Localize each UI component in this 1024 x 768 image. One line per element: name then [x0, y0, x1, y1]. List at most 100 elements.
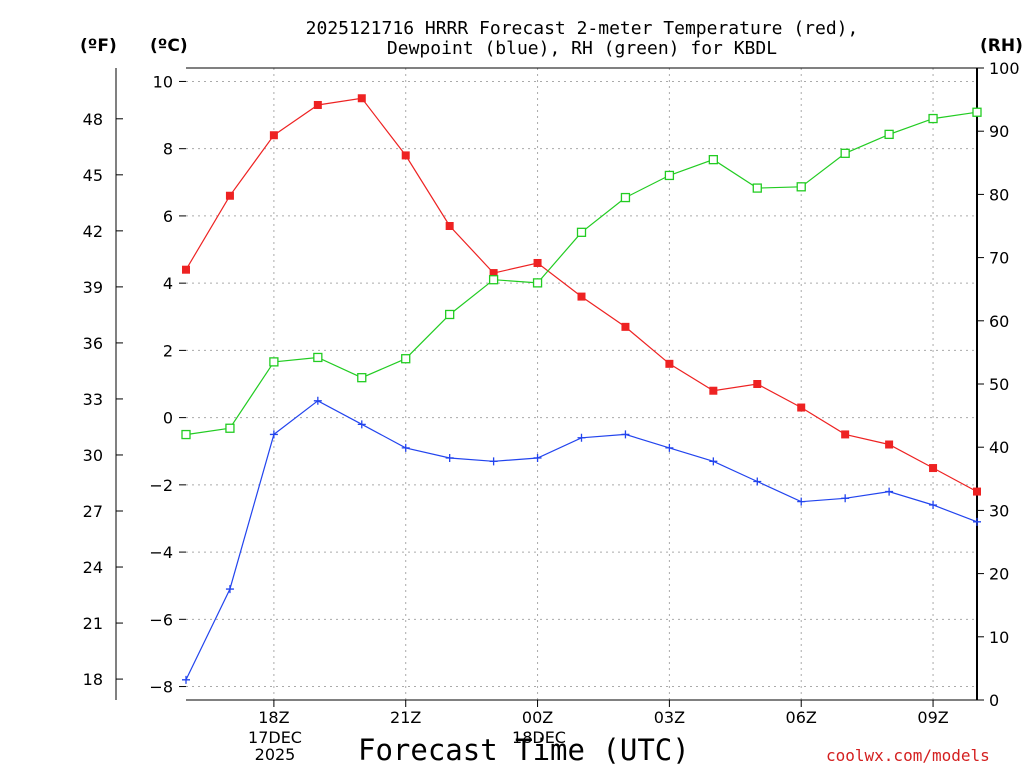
- temperature-point: [269, 131, 278, 140]
- temperature-point: [182, 265, 190, 274]
- x-tick-label: 03Z: [654, 708, 685, 727]
- fahrenheit-tick-label: 18: [83, 670, 103, 689]
- fahrenheit-tick-label: 33: [83, 390, 103, 409]
- dewpoint-point: [577, 433, 586, 442]
- fahrenheit-tick-label: 39: [83, 278, 103, 297]
- fahrenheit-tick-label: 21: [83, 614, 103, 633]
- rh-point: [620, 192, 631, 203]
- chart-title-line2: Dewpoint (blue), RH (green) for KBDL: [386, 38, 778, 59]
- fahrenheit-unit-label: (ºF): [80, 36, 117, 56]
- rh-tick-label: 20: [989, 565, 1009, 584]
- temperature-point: [225, 191, 234, 200]
- fahrenheit-tick-label: 45: [83, 166, 103, 185]
- celsius-tick-label: 0: [163, 409, 173, 428]
- x-tick-label: 00Z: [522, 708, 553, 727]
- dewpoint-point: [797, 497, 806, 506]
- dewpoint-point: [841, 494, 850, 503]
- credit-text: coolwx.com/models: [826, 746, 990, 765]
- rh-point: [357, 373, 367, 383]
- rh-point: [664, 170, 675, 181]
- series: [181, 94, 982, 684]
- temperature-point: [929, 464, 938, 473]
- rh-point: [445, 309, 455, 320]
- temperature-point: [313, 100, 322, 109]
- temperature-point: [621, 322, 630, 331]
- dewpoint-point: [929, 501, 938, 510]
- celsius-tick-label: −4: [149, 543, 173, 562]
- fahrenheit-tick-label: 27: [83, 502, 103, 521]
- dewpoint-point: [885, 487, 894, 496]
- rh-point: [884, 129, 894, 140]
- rh-point: [313, 352, 323, 363]
- dewpoint-point: [225, 585, 234, 594]
- rh-tick-label: 10: [989, 628, 1009, 647]
- date-label-17dec-day: 17DEC: [248, 728, 302, 747]
- celsius-tick-label: −8: [149, 678, 173, 697]
- celsius-tick-label: 10: [153, 72, 173, 91]
- temperature-point: [797, 403, 806, 412]
- temperature-point: [401, 151, 410, 160]
- rh-tick-label: 60: [989, 312, 1009, 331]
- axes: 18Z 21Z 00Z 03Z 06Z 09Z1086420−2−4−6−84845423…: [83, 59, 1020, 727]
- celsius-tick-label: 6: [163, 207, 173, 226]
- rh-point: [225, 423, 235, 433]
- dewpoint-point: [269, 430, 278, 439]
- rh-tick-label: 90: [989, 122, 1009, 141]
- rh-unit-label: (RH): [980, 36, 1023, 56]
- grid: [186, 68, 977, 700]
- temperature-point: [357, 94, 366, 103]
- x-tick-label: 21Z: [390, 708, 421, 727]
- rh-point: [752, 183, 762, 193]
- fahrenheit-tick-label: 42: [83, 222, 103, 241]
- rh-point: [401, 354, 411, 364]
- rh-point: [181, 429, 191, 440]
- rh-point: [708, 154, 718, 165]
- dewpoint-line: [185, 400, 978, 681]
- date-label-17dec-year: 2025: [254, 745, 296, 764]
- fahrenheit-tick-label: 30: [83, 446, 103, 465]
- temperature-point: [841, 430, 850, 439]
- dewpoint-point: [357, 420, 366, 429]
- rh-point: [488, 275, 499, 285]
- rh-tick-label: 100: [989, 59, 1020, 78]
- dewpoint-point: [621, 430, 630, 439]
- temperature-point: [445, 222, 454, 230]
- celsius-tick-label: 4: [163, 274, 173, 293]
- temperature-point: [665, 359, 674, 368]
- x-tick-label: 18Z: [258, 708, 289, 727]
- dewpoint-point: [313, 396, 322, 405]
- temperature-point: [577, 292, 586, 301]
- temperature-point: [973, 487, 981, 496]
- x-tick-label: 09Z: [917, 708, 948, 727]
- rh-tick-label: 40: [989, 438, 1009, 457]
- dewpoint-point: [665, 443, 674, 452]
- temperature-point: [753, 380, 762, 388]
- rh-tick-label: 70: [989, 249, 1009, 268]
- x-tick-label: 06Z: [786, 708, 817, 727]
- dewpoint-point: [709, 457, 718, 466]
- temperature-point: [709, 386, 718, 395]
- dewpoint-point: [489, 457, 498, 466]
- dewpoint-point: [973, 517, 981, 526]
- rh-point: [532, 278, 543, 288]
- rh-point: [972, 107, 982, 117]
- temperature-point: [489, 269, 498, 278]
- rh-tick-label: 30: [989, 501, 1009, 520]
- temperature-point: [885, 440, 894, 449]
- celsius-tick-label: −2: [149, 476, 173, 495]
- celsius-tick-label: 2: [163, 341, 173, 360]
- date-label-18dec-day: 18DEC: [512, 728, 566, 747]
- date-label-17dec: 17DEC 2025: [230, 728, 320, 764]
- rh-tick-label: 0: [989, 691, 999, 710]
- dewpoint-point: [182, 675, 190, 684]
- x-axis-title: Forecast Time (UTC): [358, 733, 690, 767]
- rh-point: [928, 113, 938, 124]
- rh-point: [576, 227, 587, 237]
- chart-title-line1: 2025121716 HRRR Forecast 2-meter Tempera…: [305, 18, 859, 39]
- celsius-tick-label: 8: [163, 140, 173, 159]
- dewpoint-point: [401, 443, 410, 452]
- rh-tick-label: 80: [989, 185, 1009, 204]
- rh-line: [185, 111, 978, 436]
- rh-point: [796, 182, 806, 192]
- dewpoint-point: [533, 453, 542, 462]
